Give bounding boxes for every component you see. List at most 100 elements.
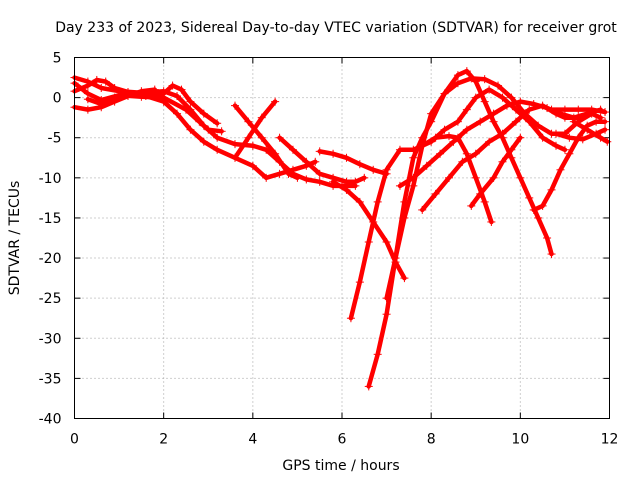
data-point-marker — [552, 141, 560, 150]
data-point-marker — [453, 79, 462, 88]
data-point-marker — [498, 157, 507, 166]
series-track-18 — [529, 117, 610, 214]
data-point-marker — [565, 149, 574, 158]
data-point-marker — [592, 117, 601, 126]
data-point-marker — [534, 213, 543, 222]
data-point-marker — [288, 165, 297, 174]
data-point-marker — [342, 177, 351, 186]
data-point-marker — [458, 157, 467, 166]
data-point-marker — [315, 177, 324, 186]
data-point-marker — [231, 140, 239, 149]
data-point-marker — [83, 95, 92, 104]
data-point-marker — [516, 133, 525, 142]
data-point-marker — [97, 100, 106, 109]
data-point-marker — [596, 133, 605, 142]
data-point-marker — [494, 81, 503, 90]
data-point-marker — [186, 97, 195, 106]
data-point-marker — [302, 175, 311, 184]
data-point-marker — [453, 133, 462, 142]
data-point-marker — [369, 165, 378, 174]
x-tick-label: 4 — [248, 432, 257, 448]
y-tick-labels: 5 0 -5 -10 -15 -20 -25 -30 -35 -40 — [39, 51, 62, 428]
series-track-20 — [552, 125, 610, 144]
data-point-marker — [110, 83, 119, 92]
data-point-marker — [284, 169, 293, 178]
data-point-marker — [502, 101, 511, 110]
data-point-marker — [271, 149, 280, 158]
x-tick-labels: 0 2 4 6 8 10 12 — [70, 432, 618, 448]
series-line — [469, 135, 523, 209]
y-tick-label: -15 — [39, 211, 62, 227]
data-point-marker — [346, 314, 355, 323]
data-point-marker — [351, 177, 360, 186]
data-point-marker — [560, 105, 569, 114]
series-track-05 — [83, 89, 320, 182]
data-point-marker — [418, 141, 427, 150]
data-point-marker — [583, 125, 592, 134]
data-point-marker — [382, 238, 391, 247]
data-point-marker — [422, 161, 431, 170]
data-point-marker — [141, 92, 150, 101]
data-point-marker — [565, 133, 574, 142]
data-point-marker — [560, 113, 569, 122]
data-point-marker — [507, 153, 516, 162]
data-point-marker — [159, 97, 168, 106]
data-point-marker — [409, 173, 418, 182]
series-line — [232, 103, 300, 181]
data-point-marker — [556, 165, 565, 174]
data-point-marker — [159, 89, 168, 98]
data-point-marker — [83, 105, 92, 114]
data-point-marker — [418, 205, 427, 214]
data-point-marker — [467, 74, 476, 83]
data-point-marker — [487, 217, 496, 226]
plot-series — [70, 67, 612, 391]
data-point-marker — [97, 83, 106, 92]
y-tick-label: -30 — [39, 331, 62, 347]
data-point-marker — [355, 160, 364, 169]
data-point-marker — [231, 101, 239, 110]
x-tick-label: 8 — [427, 432, 436, 448]
data-point-marker — [173, 109, 182, 118]
series-track-21 — [569, 117, 612, 146]
data-point-marker — [440, 89, 449, 98]
y-tick-label: -25 — [39, 291, 62, 307]
data-point-marker — [471, 149, 480, 158]
plot-frame — [74, 57, 610, 419]
data-point-marker — [199, 109, 208, 118]
data-point-marker — [177, 85, 186, 94]
data-point-marker — [124, 89, 132, 98]
series-track-19 — [547, 105, 610, 117]
data-point-marker — [480, 197, 489, 206]
x-tick-label: 6 — [338, 432, 347, 448]
data-point-marker — [462, 67, 471, 76]
data-point-marker — [288, 145, 297, 154]
data-point-marker — [547, 105, 556, 114]
series-track-09 — [315, 147, 391, 178]
data-point-marker — [511, 117, 520, 126]
data-point-marker — [213, 119, 222, 128]
series-track-07 — [231, 101, 302, 182]
data-point-marker — [409, 153, 418, 162]
y-tick-label: 0 — [53, 91, 62, 107]
data-point-marker — [257, 113, 266, 122]
data-point-marker — [364, 238, 373, 247]
data-point-marker — [569, 117, 578, 126]
series-track-15 — [418, 101, 583, 214]
data-point-marker — [560, 145, 569, 154]
data-point-marker — [516, 97, 525, 106]
series-line — [571, 119, 610, 144]
data-point-marker — [217, 127, 226, 136]
data-point-marker — [382, 294, 391, 303]
data-point-marker — [436, 149, 445, 158]
y-axis-label: SDTVAR / TECUs — [7, 181, 23, 296]
data-point-marker — [262, 173, 271, 182]
data-point-marker — [529, 205, 538, 214]
data-point-marker — [498, 93, 507, 102]
data-point-marker — [471, 173, 480, 182]
data-point-marker — [231, 153, 239, 162]
data-point-marker — [538, 133, 547, 142]
data-point-marker — [453, 117, 462, 126]
data-point-marker — [534, 121, 543, 130]
data-point-marker — [547, 250, 556, 259]
